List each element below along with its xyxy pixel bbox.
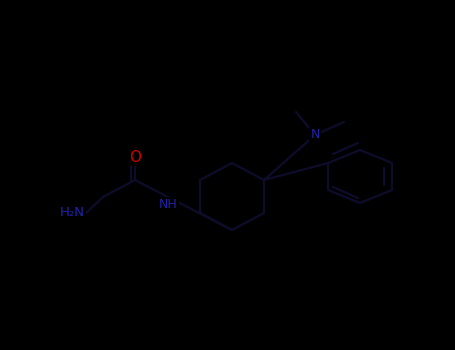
Text: H₂N: H₂N: [60, 206, 85, 219]
Text: N: N: [310, 128, 320, 141]
Text: O: O: [129, 149, 141, 164]
Text: NH: NH: [159, 198, 177, 211]
